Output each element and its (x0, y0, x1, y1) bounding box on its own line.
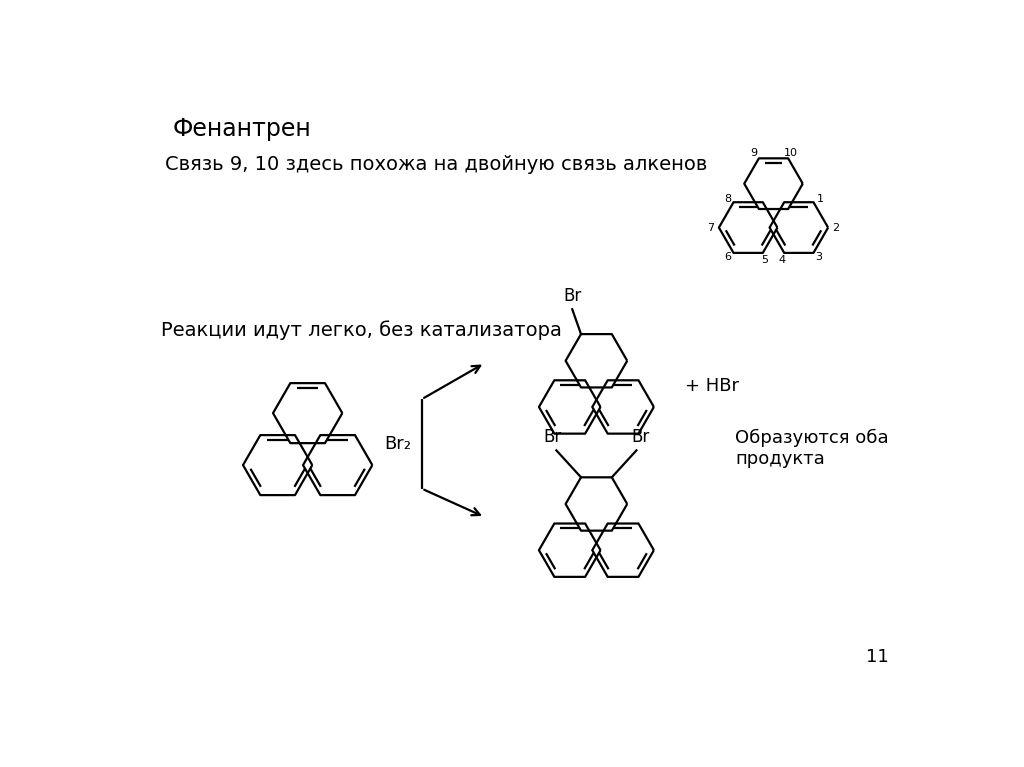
Text: 2: 2 (833, 222, 840, 232)
Text: Br: Br (631, 428, 649, 446)
Text: 7: 7 (708, 222, 715, 232)
Text: 3: 3 (815, 252, 822, 262)
Text: 4: 4 (778, 255, 785, 265)
Text: 9: 9 (750, 148, 757, 158)
Text: 8: 8 (724, 194, 731, 204)
Text: 5: 5 (762, 255, 769, 265)
Text: 1: 1 (817, 194, 823, 204)
Text: Br: Br (563, 287, 582, 304)
Text: Br₂: Br₂ (385, 435, 412, 453)
Text: Фенантрен: Фенантрен (173, 117, 311, 140)
Text: 6: 6 (725, 252, 731, 262)
Text: Образуются оба
продукта: Образуются оба продукта (735, 429, 889, 468)
Text: Br: Br (544, 428, 561, 446)
Text: + HBr: + HBr (685, 377, 739, 395)
Text: Реакции идут легко, без катализатора: Реакции идут легко, без катализатора (162, 321, 562, 341)
Text: 10: 10 (783, 148, 798, 158)
Text: Связь 9, 10 здесь похожа на двойную связь алкенов: Связь 9, 10 здесь похожа на двойную связ… (165, 155, 708, 174)
Text: 11: 11 (866, 647, 889, 666)
